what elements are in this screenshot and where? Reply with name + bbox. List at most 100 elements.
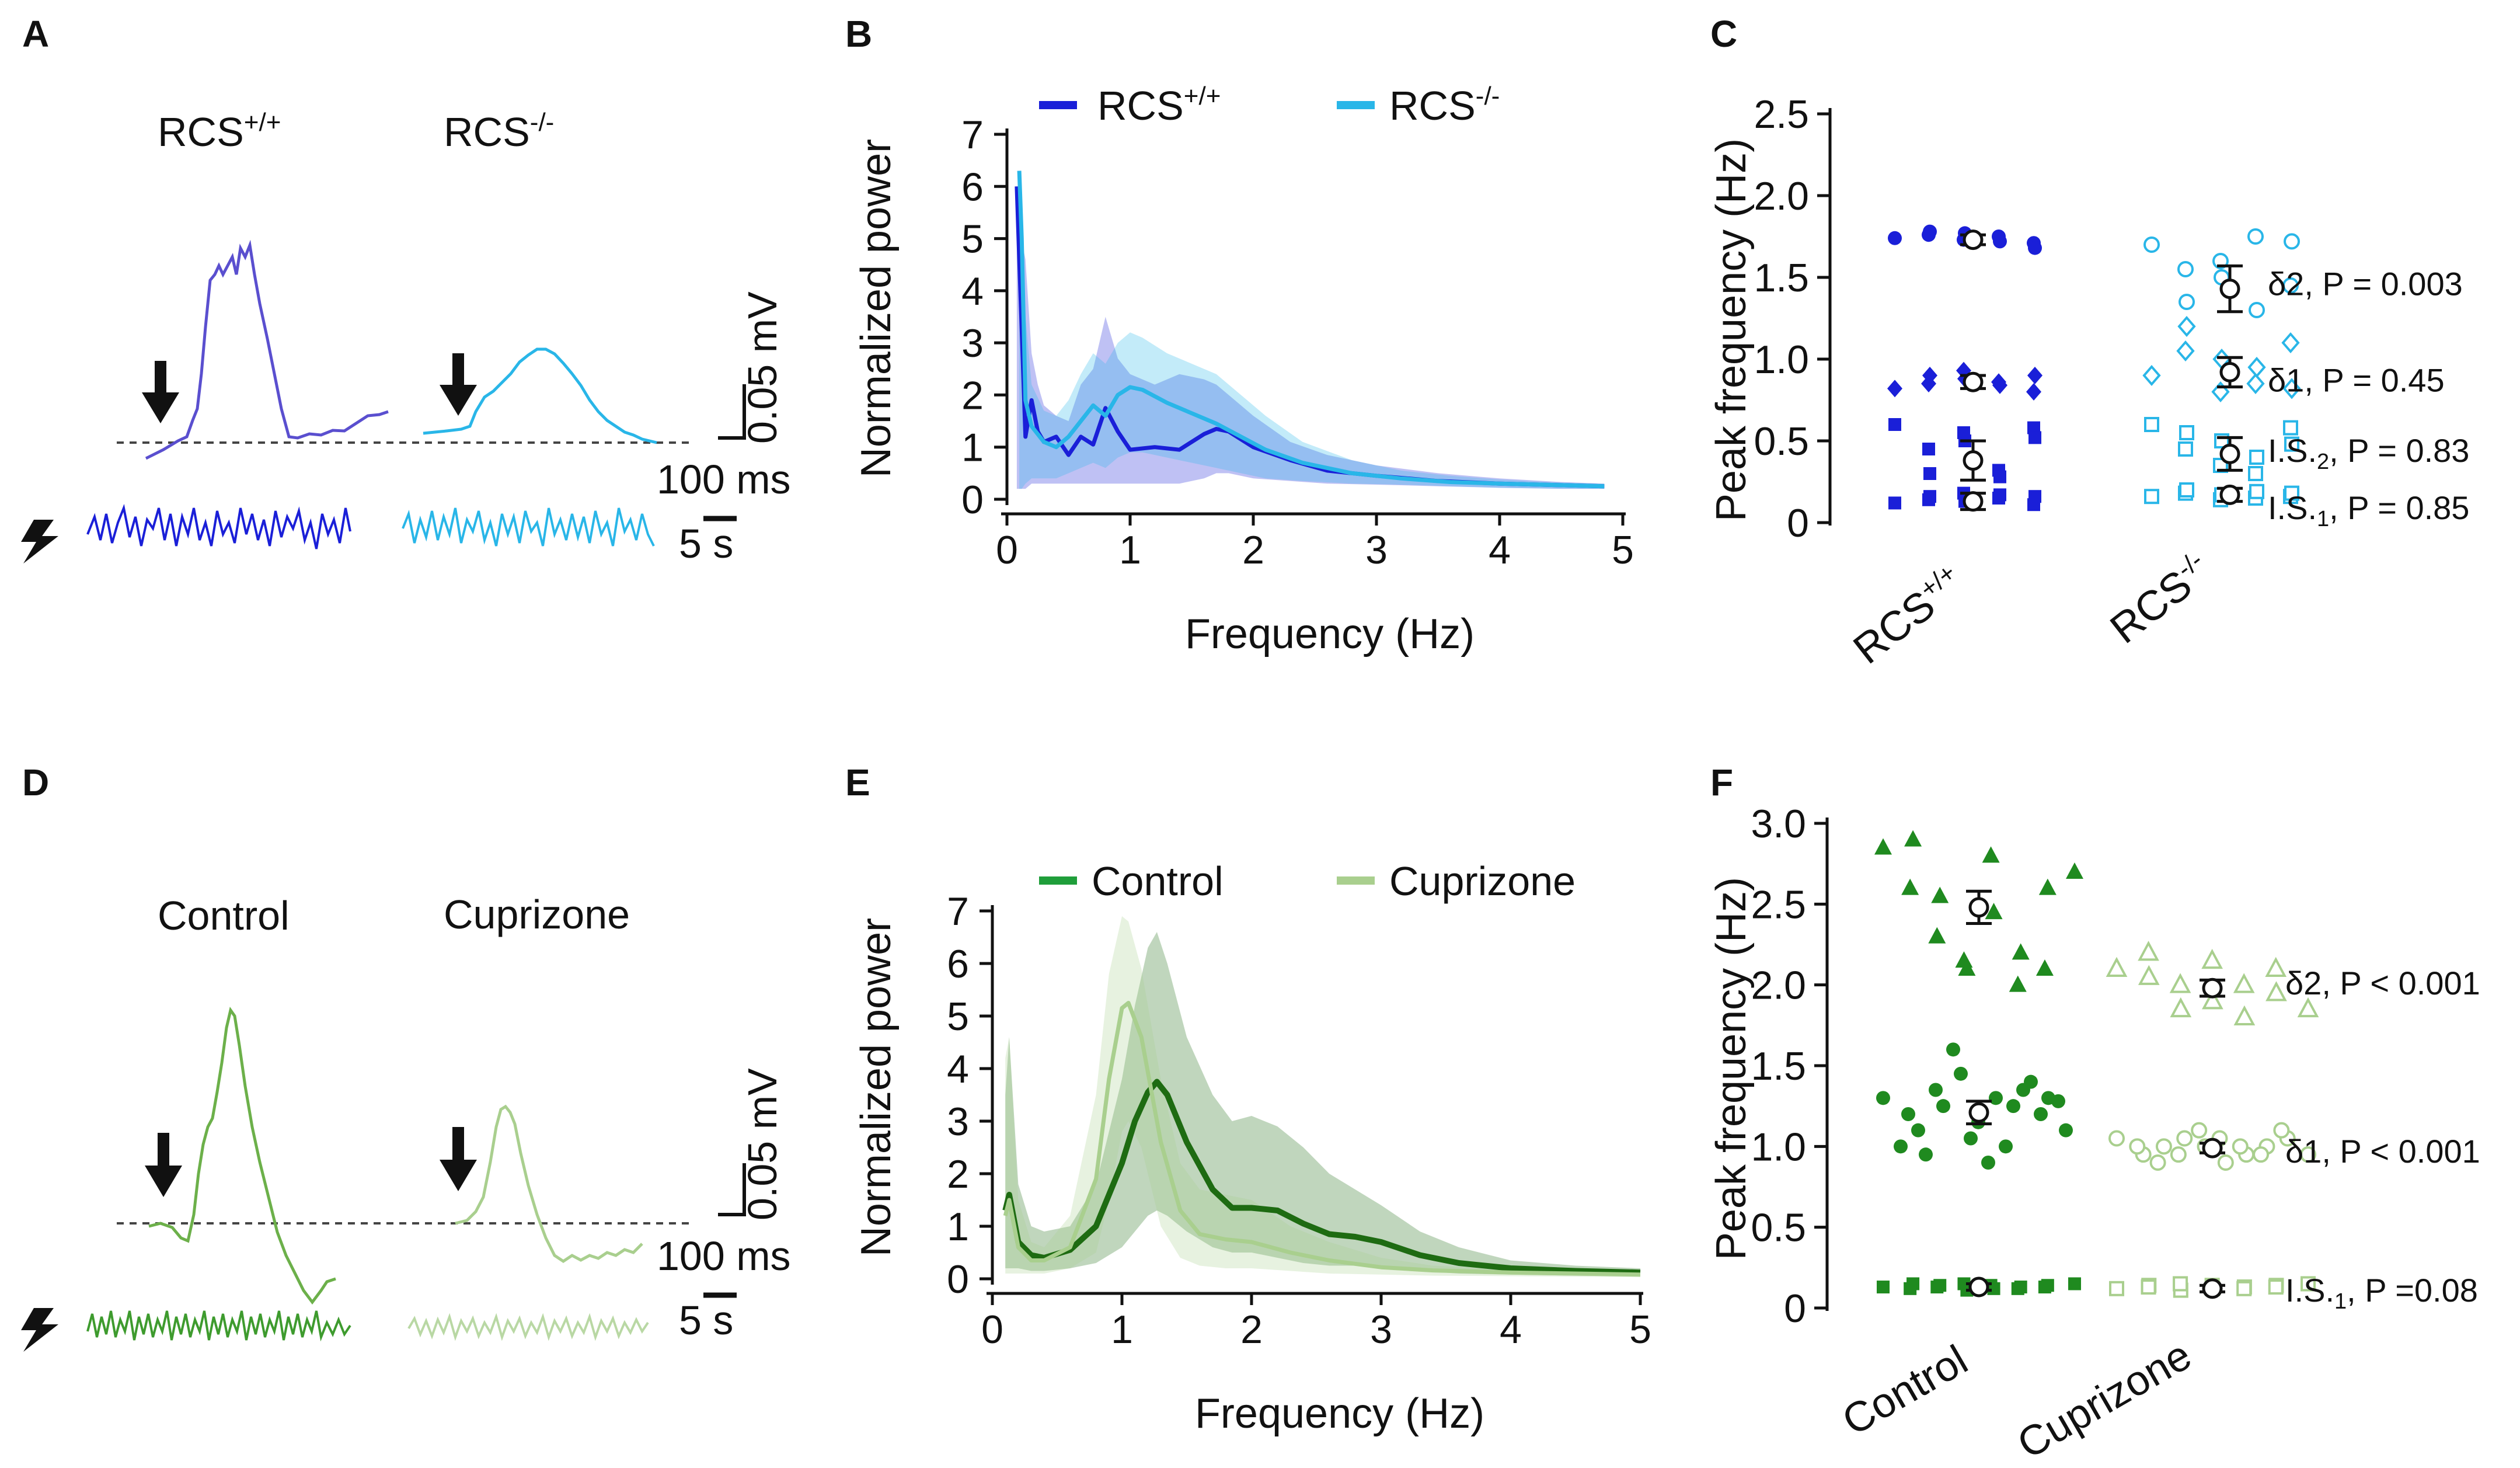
c-y-tick-label: 0.5	[1754, 419, 1809, 464]
f-data-point	[2149, 1154, 2166, 1171]
f-data-point	[2297, 997, 2319, 1018]
c-data-point	[2179, 482, 2194, 498]
f-stat-annotation: δ2, P < 0.001	[2285, 965, 2480, 1001]
f-data-point	[1874, 838, 1892, 855]
e-y-tick-label: 3	[947, 1100, 969, 1144]
f-data-point	[2176, 1130, 2193, 1147]
f-data-point	[1929, 1083, 1943, 1097]
c-data-point	[1887, 380, 1902, 398]
b-band-0	[1016, 186, 1605, 489]
stimulus-arrow-d2	[440, 1127, 477, 1191]
f-data-point	[2233, 973, 2255, 993]
c-data-point	[2026, 383, 2041, 401]
f-mean-marker	[2202, 1137, 2223, 1159]
slow-trace-rcs-wt	[86, 504, 351, 549]
category-label-control: Control	[1835, 1337, 1975, 1445]
b-x-tick-label: 2	[1242, 528, 1264, 572]
f-data-point	[1964, 1131, 1978, 1146]
c-data-point	[2177, 315, 2196, 338]
f-data-point	[2265, 981, 2287, 1001]
panel-letter-f: F	[1710, 761, 1733, 803]
f-data-point	[2016, 1083, 2030, 1097]
stimulus-arrow-a1	[142, 361, 179, 423]
f-data-point	[2109, 1281, 2124, 1296]
f-y-tick-label: 3.0	[1751, 802, 1806, 846]
c-data-point	[1923, 467, 1936, 480]
c-data-point	[2178, 441, 2193, 457]
f-data-point	[1904, 830, 1922, 847]
f-data-point	[2035, 959, 2054, 976]
f-data-point	[2009, 975, 2027, 992]
f-data-point	[1901, 878, 1919, 895]
e-x-tick-label: 5	[1629, 1307, 1651, 1352]
c-y-tick-label: 0	[1787, 501, 1809, 545]
f-data-point	[1901, 1107, 1915, 1121]
f-data-point	[1928, 927, 1946, 944]
y-axis-label-f: Peak frequency (Hz)	[1708, 877, 1755, 1260]
c-data-point	[2028, 241, 2042, 255]
legend-e: Control Cuprizone	[1039, 858, 1576, 904]
chart-b: RCS+/+ RCS-/- Normalized power Frequency…	[853, 82, 1634, 658]
c-data-point	[1922, 367, 1937, 384]
f-data-point	[2191, 1122, 2208, 1139]
e-x-tick-label: 2	[1240, 1307, 1263, 1352]
e-y-tick-label: 5	[947, 994, 969, 1039]
stimulus-arrow-d1	[145, 1133, 182, 1197]
c-data-point	[2142, 364, 2161, 387]
f-data-point	[2236, 1281, 2252, 1296]
lightning-icon	[21, 520, 58, 563]
e-y-tick-label: 7	[947, 889, 969, 934]
legend-label-rcs-wt: RCS+/+	[1097, 82, 1221, 128]
c-mean-marker	[1963, 371, 1984, 392]
f-data-point	[2138, 941, 2159, 961]
f-data-point	[2068, 1277, 2081, 1290]
slow-trace-rcs-ko	[402, 507, 655, 547]
b-x-tick-label: 5	[1612, 528, 1634, 572]
b-x-tick-label: 1	[1119, 528, 1141, 572]
panel-letter-c: C	[1710, 13, 1737, 55]
b-y-tick-label: 3	[961, 321, 984, 366]
scale-label-5s-d: 5 s	[679, 1297, 733, 1343]
panel-d: Control Cuprizone 0.05 mV 100 ms 5 s	[21, 892, 791, 1352]
chart-f: Peak frequency (Hz) Control Cuprizone 0 0…	[1708, 802, 2480, 1468]
f-data-point	[1919, 1147, 1933, 1162]
group-label-cuprizone: Cuprizone	[444, 892, 630, 937]
c-y-tick-label: 1.5	[1754, 256, 1809, 300]
f-data-point	[2108, 1130, 2125, 1147]
f-data-point	[2059, 1123, 2073, 1137]
c-stat-annotation: I.S.1, P = 0.85	[2268, 489, 2469, 531]
f-data-point	[1904, 1282, 1917, 1295]
c-y-tick-label: 2.5	[1754, 92, 1809, 137]
lightning-icon-d	[21, 1308, 58, 1352]
slow-trace-control	[86, 1310, 351, 1342]
f-data-point	[2011, 1282, 2024, 1295]
b-y-tick-label: 1	[961, 426, 984, 470]
f-data-point	[1930, 1281, 1944, 1294]
f-data-point	[2170, 1146, 2187, 1163]
e-y-tick-label: 4	[947, 1047, 969, 1091]
legend-b: RCS+/+ RCS-/-	[1039, 82, 1500, 128]
f-data-point	[1946, 1042, 1960, 1057]
b-y-tick-label: 5	[961, 217, 984, 262]
c-data-point	[2249, 302, 2265, 318]
c-data-point	[2249, 450, 2264, 465]
c-stat-annotation: δ1, P = 0.45	[2268, 362, 2445, 399]
c-data-point	[2284, 485, 2299, 501]
panel-letter-a: A	[22, 13, 49, 55]
c-data-point	[2281, 332, 2300, 354]
e-band-1	[1005, 916, 1640, 1278]
y-axis-label-c: Peak frequency (Hz)	[1708, 138, 1755, 521]
f-data-point	[1981, 1156, 1995, 1170]
f-data-point	[1957, 1277, 1971, 1290]
f-data-point	[2301, 1276, 2316, 1292]
b-series-line-1	[1017, 171, 1605, 489]
wave-trace-rcs-ko	[423, 347, 657, 444]
b-x-tick-label: 0	[996, 528, 1018, 572]
c-mean-marker	[2219, 443, 2240, 464]
b-y-tick-label: 4	[961, 269, 984, 314]
f-data-point	[2232, 1138, 2249, 1155]
f-data-point	[1982, 846, 2000, 863]
b-x-tick-label: 4	[1489, 528, 1511, 572]
c-data-point	[2248, 466, 2263, 481]
scale-label-time-d: 100 ms	[657, 1233, 791, 1279]
